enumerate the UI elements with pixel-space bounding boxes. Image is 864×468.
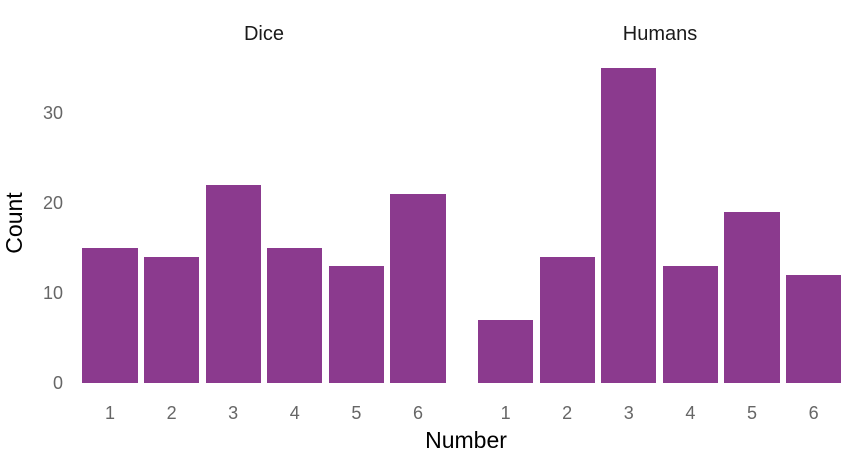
- bar-dice-2: [143, 257, 200, 383]
- x-tick-label-dice-4: 4: [289, 403, 300, 423]
- x-tick-label-dice-1: 1: [104, 403, 115, 423]
- y-tick-label-20: 20: [42, 193, 63, 213]
- bar-humans-1: [477, 320, 534, 383]
- y-tick-label-30: 30: [42, 103, 63, 123]
- bar-humans-5: [724, 212, 780, 383]
- bar-humans-4: [662, 266, 719, 383]
- x-tick-label-humans-5: 5: [746, 403, 757, 423]
- bar-dice-6: [390, 194, 446, 383]
- x-tick-label-dice-2: 2: [166, 403, 177, 423]
- x-tick-label-humans-2: 2: [562, 403, 573, 423]
- bar-humans-2: [539, 257, 595, 383]
- x-tick-label-dice-5: 5: [351, 403, 362, 423]
- bar-humans-3: [601, 68, 657, 383]
- bar-dice-4: [267, 248, 323, 383]
- y-axis-title: Count: [1, 192, 27, 254]
- bar-dice-3: [205, 185, 261, 383]
- x-tick-label-humans-6: 6: [808, 403, 819, 423]
- y-tick-label-10: 10: [42, 283, 63, 303]
- x-tick-label-dice-3: 3: [228, 403, 239, 423]
- bar-dice-5: [328, 266, 385, 383]
- x-tick-label-humans-4: 4: [685, 403, 696, 423]
- x-tick-label-humans-1: 1: [500, 403, 511, 423]
- x-tick-label-humans-3: 3: [623, 403, 634, 423]
- y-tick-label-0: 0: [52, 373, 63, 393]
- x-axis-title: Number: [425, 427, 507, 453]
- facet-title-dice: Dice: [243, 23, 284, 45]
- facet-title-humans: Humans: [622, 23, 698, 45]
- x-tick-label-dice-6: 6: [412, 403, 423, 423]
- bar-humans-6: [785, 275, 842, 383]
- bar-dice-1: [82, 248, 138, 383]
